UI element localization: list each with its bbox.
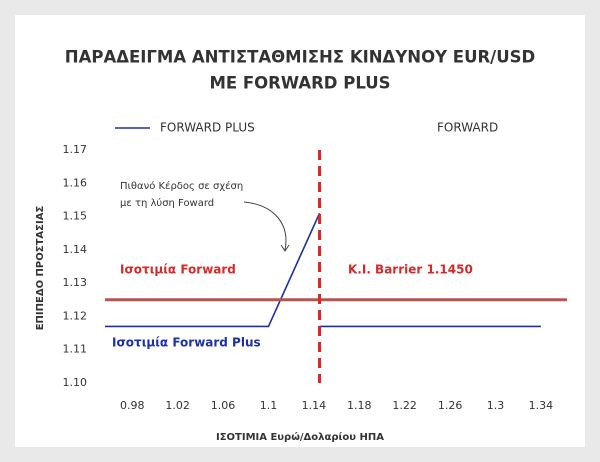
card — [15, 15, 585, 447]
y-tick-label: 1.12 — [63, 309, 88, 322]
x-tick-label: 1.3 — [487, 399, 505, 412]
x-tick-label: 0.98 — [120, 399, 145, 412]
chart-title: ME FORWARD PLUS — [209, 74, 390, 93]
x-tick-label: 1.06 — [211, 399, 236, 412]
x-tick-label: 1.14 — [302, 399, 327, 412]
annotation: Ισοτιμία Forward — [120, 263, 236, 277]
annotation: με τη λύση Foward — [120, 197, 214, 209]
x-tick-label: 1.18 — [347, 399, 372, 412]
annotation: Ισοτιμία Forward Plus — [112, 336, 261, 350]
annotation: Πιθανό Κέρδος σε σχέση — [120, 180, 243, 192]
y-axis-label: ΕΠΙΠΕΔΟ ΠΡΟΣΤΑΣΙΑΣ — [35, 206, 46, 331]
annotation: K.I. Barrier 1.1450 — [348, 263, 473, 277]
y-tick-label: 1.14 — [63, 243, 88, 256]
y-tick-label: 1.13 — [63, 276, 88, 289]
series-line — [105, 212, 541, 328]
legend-label: FORWARD PLUS — [160, 121, 255, 135]
annotation-arrowhead — [280, 244, 290, 252]
x-tick-label: 1.1 — [260, 399, 278, 412]
annotation-arrow — [243, 201, 287, 251]
x-tick-label: 1.02 — [165, 399, 190, 412]
y-tick-label: 1.17 — [63, 143, 88, 156]
y-tick-label: 1.16 — [63, 176, 88, 189]
x-tick-label: 1.22 — [392, 399, 417, 412]
y-tick-label: 1.11 — [63, 343, 88, 356]
y-tick-label: 1.15 — [63, 210, 88, 223]
x-tick-label: 1.26 — [438, 399, 463, 412]
x-tick-label: 1.34 — [529, 399, 554, 412]
chart-title: ΠΑΡΑΔΕΙΓΜΑ ΑΝΤΙΣΤΑΘΜΙΣΗΣ ΚΙΝΔΥΝΟΥ EUR/US… — [65, 48, 535, 67]
legend-label: FORWARD — [437, 121, 498, 135]
x-axis-label: ΙΣΟΤΙΜΙΑ Ευρώ/Δολαρίου ΗΠΑ — [216, 431, 384, 443]
y-tick-label: 1.10 — [63, 376, 88, 389]
